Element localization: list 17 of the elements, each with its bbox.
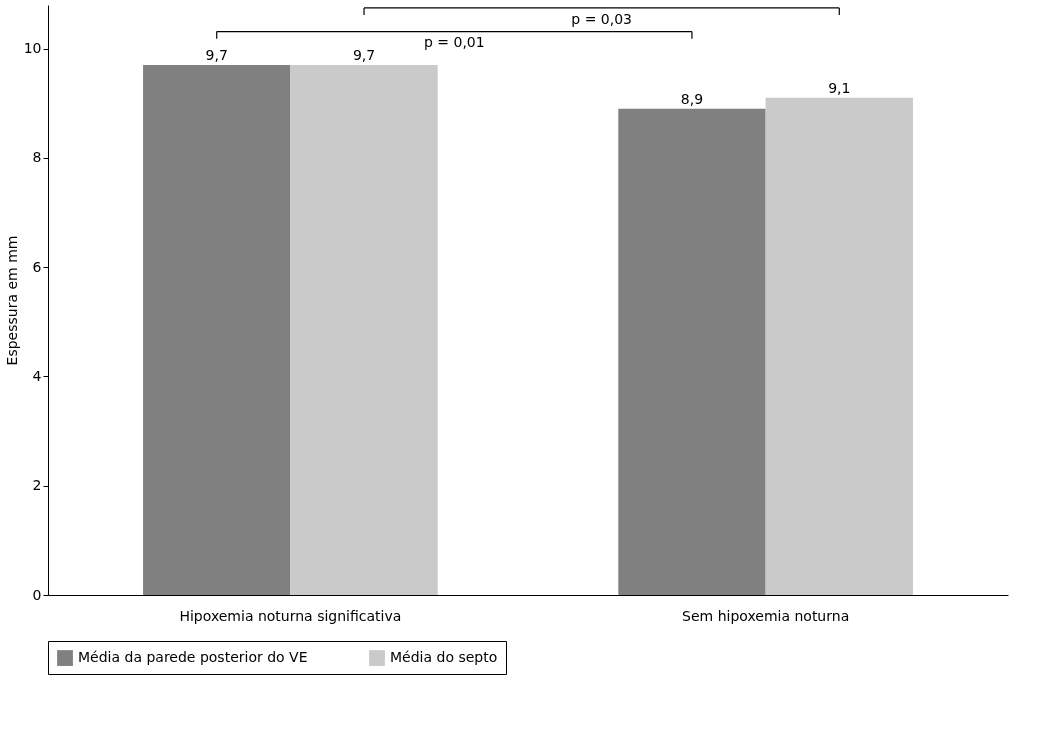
x-tick-label: Hipoxemia noturna significativa	[179, 607, 402, 624]
x-tick-label: Sem hipoxemia noturna	[682, 607, 850, 624]
annotation: p = 0,01	[423, 34, 485, 51]
legend-label: Média do septo	[390, 649, 498, 666]
y-axis-title: Espessura em mm	[3, 235, 20, 366]
annotation: p = 0,03	[571, 10, 633, 27]
legend-label: Média da parede posterior do VE	[78, 649, 308, 666]
data-label: 9,7	[352, 47, 376, 64]
y-tick-label: 0	[32, 586, 42, 603]
y-tick-label: 8	[32, 149, 42, 166]
data-label: 8,9	[680, 90, 704, 107]
y-tick-label: 10	[23, 40, 42, 57]
y-tick-label: 2	[32, 477, 42, 494]
y-tick-label: 6	[32, 258, 42, 275]
data-label: 9,7	[205, 47, 228, 64]
data-label: 9,1	[828, 79, 851, 96]
y-tick-label: 4	[32, 367, 42, 384]
